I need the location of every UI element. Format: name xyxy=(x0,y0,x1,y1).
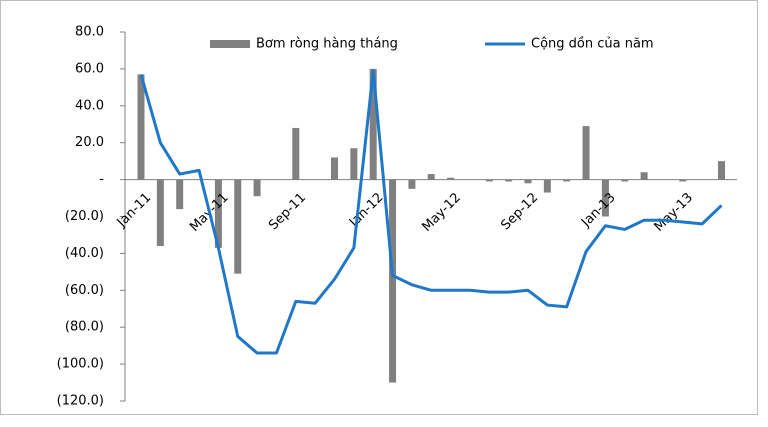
bar xyxy=(718,161,725,180)
bar xyxy=(485,179,493,182)
bar xyxy=(524,179,532,184)
bar xyxy=(389,179,397,383)
legend-label: Bơm ròng hàng tháng xyxy=(256,37,398,52)
bar xyxy=(350,148,358,180)
y-tick-label: - xyxy=(99,172,104,187)
bar xyxy=(563,179,571,182)
bar xyxy=(253,179,261,197)
bar xyxy=(427,174,435,180)
bar xyxy=(679,179,687,182)
y-tick-label: 60.0 xyxy=(75,61,104,76)
bar xyxy=(234,179,242,274)
chart-frame xyxy=(0,0,758,415)
bar xyxy=(331,157,338,180)
y-tick-label: 80.0 xyxy=(75,25,104,40)
bar xyxy=(447,177,455,180)
bar xyxy=(408,179,416,189)
bar xyxy=(156,179,164,247)
bar xyxy=(601,179,609,217)
bar xyxy=(292,127,300,180)
line xyxy=(139,69,723,355)
y-tick-label: (100.0) xyxy=(57,357,104,372)
y-tick-label: 20.0 xyxy=(75,135,104,150)
legend-label: Cộng dồn của năm xyxy=(531,37,654,52)
y-tick-label: 40.0 xyxy=(75,98,104,113)
bar xyxy=(214,179,222,248)
bar xyxy=(176,179,184,210)
y-tick-label: (40.0) xyxy=(65,246,104,261)
bar xyxy=(137,74,145,180)
y-tick-label: (20.0) xyxy=(65,209,104,224)
y-tick-label: (60.0) xyxy=(65,283,104,298)
bar xyxy=(640,172,648,180)
bar xyxy=(582,126,590,180)
y-tick-label: (80.0) xyxy=(65,320,104,335)
bar xyxy=(543,179,551,193)
bar xyxy=(621,179,629,182)
bar xyxy=(369,68,377,180)
legend-swatch xyxy=(210,40,250,48)
bar xyxy=(505,179,513,182)
y-tick-label: (120.0) xyxy=(57,394,104,409)
